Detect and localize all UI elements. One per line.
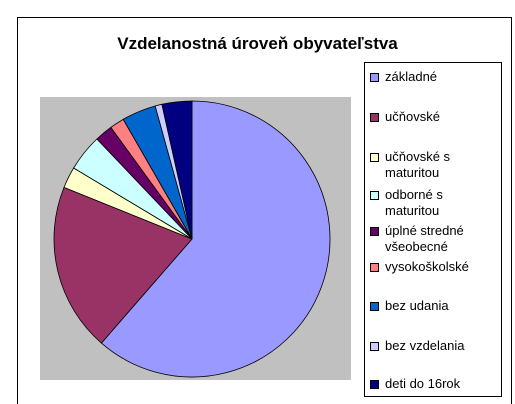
legend-entry: učňovské s maturitou [370,149,482,181]
legend-label: deti do 16rok [385,376,461,391]
legend-label: vysokoškolské [385,259,469,274]
legend-swatch [370,191,379,200]
legend-entry: odborné s maturitou [370,187,482,219]
chart-title: Vzdelanostná úroveň obyvateľstva [117,34,398,53]
legend-label: učňovské s maturitou [385,149,451,180]
legend-label: odborné s maturitou [385,187,443,218]
legend-label: bez vzdelania [385,338,465,353]
pie-slice [53,186,193,344]
legend-entry: vysokoškolské [370,259,482,275]
legend-swatch [370,227,379,236]
legend-entry: základné [370,69,482,85]
legend-box [364,62,502,397]
pie-slice [100,100,331,378]
legend-entry: úplné stredné všeobecné [370,223,482,255]
legend-swatch [370,380,379,389]
legend-swatch [370,73,379,82]
legend-swatch [370,263,379,272]
legend-entry: bez udania [370,298,482,314]
pie-slice [161,100,193,240]
legend-entry: deti do 16rok [370,376,482,392]
legend-label: základné [385,69,438,84]
pie [53,100,331,378]
legend-swatch [370,113,379,122]
legend-entry: bez vzdelania [370,338,482,354]
legend-entry: učňovské [370,109,482,125]
legend-swatch [370,302,379,311]
legend-label: bez udania [385,298,449,313]
legend-swatch [370,342,379,351]
legend-swatch [370,153,379,162]
legend-label: učňovské [385,109,440,124]
legend-label: úplné stredné všeobecné [385,223,464,254]
